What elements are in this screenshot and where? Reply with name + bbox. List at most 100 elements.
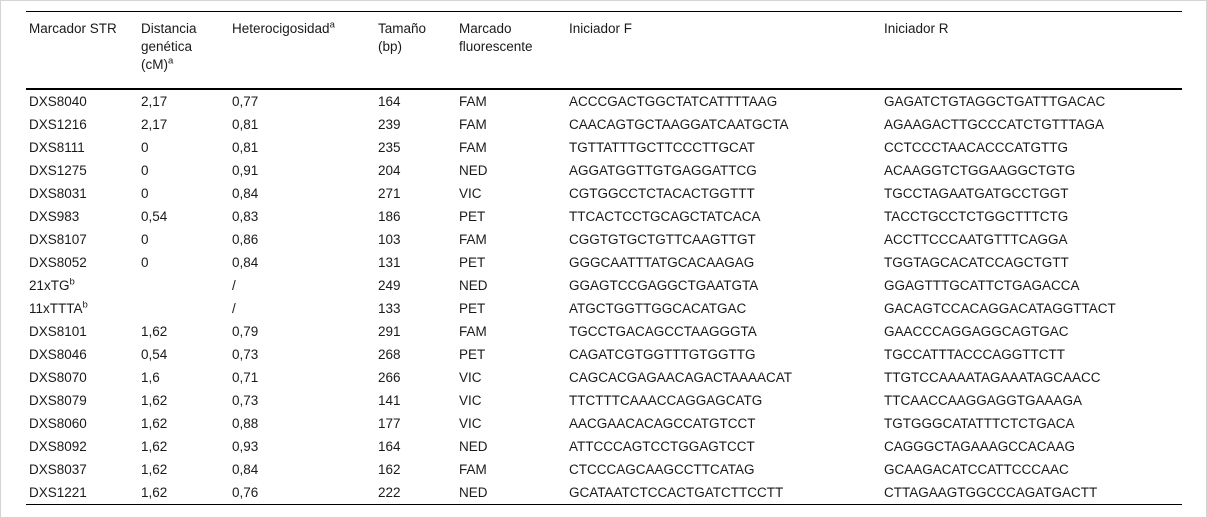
cell-heterocigosidad: 0,77	[232, 94, 259, 109]
cell-heterocigosidad: 0,84	[232, 255, 259, 270]
cell-iniciador-r: ACAAGGTCTGGAAGGCTGTG	[884, 163, 1076, 178]
cell-heterocigosidad: 0,86	[232, 232, 259, 247]
cell-iniciador-r: GCAAGACATCCATTCCCAAC	[884, 462, 1069, 477]
cell-marcador-str: DXS8107	[26, 228, 138, 251]
table-row: DXS1221 1,62 0,76 222 NED GCATAATCTCCACT…	[26, 481, 1182, 505]
cell-tamano: 162	[378, 462, 401, 477]
marker-footnote: b	[82, 299, 88, 311]
marker-name: DXS1216	[29, 117, 87, 132]
cell-distancia-genetica: 1,62	[141, 324, 168, 339]
cell-tamano: 164	[378, 94, 401, 109]
cell-iniciador-f: TGCCTGACAGCCTAAGGGTA	[569, 324, 757, 339]
cell-marcador-str: DXS8052	[26, 251, 138, 274]
table-row: DXS8052 0 0,84 131 PET GGGCAATTTATGCACAA…	[26, 251, 1182, 274]
cell-heterocigosidad: 0,81	[232, 140, 259, 155]
cell-distancia-genetica: 0	[141, 232, 149, 247]
cell-iniciador-f: CGGTGTGCTGTTCAAGTTGT	[569, 232, 756, 247]
marker-name: DXS8111	[29, 140, 85, 155]
cell-marcador-str: DXS8070	[26, 366, 138, 389]
cell-distancia-genetica: 1,62	[141, 462, 168, 477]
cell-tamano: 222	[378, 485, 401, 500]
cell-heterocigosidad: 0,73	[232, 393, 259, 408]
table-row: DXS1275 0 0,91 204 NED AGGATGGTTGTGAGGAT…	[26, 159, 1182, 182]
cell-iniciador-r: GAACCCAGGAGGCAGTGAC	[884, 324, 1069, 339]
column-header-iniciador-f: Iniciador F	[566, 11, 881, 90]
column-header-label: Tamaño (bp)	[378, 21, 427, 54]
cell-marcador-str: DXS8092	[26, 435, 138, 458]
cell-marcador-str: DXS8079	[26, 389, 138, 412]
cell-marcado-fluorescente: FAM	[459, 140, 487, 155]
table-row: DXS8092 1,62 0,93 164 NED ATTCCCAGTCCTGG…	[26, 435, 1182, 458]
table-row: 11xTTTAb / 133 PET ATGCTGGTTGGCACATGAC G…	[26, 297, 1182, 320]
cell-marcado-fluorescente: NED	[459, 485, 488, 500]
table-header: Marcador STR Distancia genética (cM)a He…	[26, 11, 1182, 90]
column-header-footnote: a	[168, 55, 174, 67]
cell-distancia-genetica	[138, 297, 229, 320]
cell-iniciador-f: GGAGTCCGAGGCTGAATGTA	[569, 278, 759, 293]
header-row: Marcador STR Distancia genética (cM)a He…	[26, 11, 1182, 90]
cell-iniciador-f: ACCCGACTGGCTATCATTTTAAG	[569, 94, 778, 109]
cell-distancia-genetica: 0	[141, 186, 149, 201]
cell-distancia-genetica: 0	[141, 140, 149, 155]
cell-distancia-genetica: 0	[141, 163, 149, 178]
cell-distancia-genetica: 1,62	[141, 416, 168, 431]
cell-marcador-str: 21xTGb	[26, 274, 138, 297]
cell-iniciador-f: CAGATCGTGGTTTGTGGTTG	[569, 347, 756, 362]
cell-iniciador-r: GAGATCTGTAGGCTGATTTGACAC	[884, 94, 1106, 109]
marker-name: DXS8070	[29, 370, 87, 385]
cell-heterocigosidad: 0,71	[232, 370, 259, 385]
column-header-label: Iniciador R	[884, 21, 949, 36]
cell-distancia-genetica: 1,62	[141, 393, 168, 408]
cell-heterocigosidad: 0,84	[232, 186, 259, 201]
cell-tamano: 266	[378, 370, 401, 385]
cell-tamano: 177	[378, 416, 401, 431]
marker-name: DXS8040	[29, 94, 87, 109]
table-row: 21xTGb / 249 NED GGAGTCCGAGGCTGAATGTA GG…	[26, 274, 1182, 297]
cell-heterocigosidad: 0,91	[232, 163, 259, 178]
cell-tamano: 141	[378, 393, 401, 408]
cell-marcado-fluorescente: PET	[459, 301, 486, 316]
cell-tamano: 186	[378, 209, 401, 224]
column-header-marcado-fluorescente: Marcado fluorescente	[456, 11, 566, 90]
table-row: DXS8070 1,6 0,71 266 VIC CAGCACGAGAACAGA…	[26, 366, 1182, 389]
cell-marcador-str: DXS8111	[26, 136, 138, 159]
cell-marcador-str: DXS983	[26, 205, 138, 228]
cell-iniciador-f: CAGCACGAGAACAGACTAAAACAT	[569, 370, 793, 385]
cell-marcado-fluorescente: FAM	[459, 232, 487, 247]
marker-name: DXS8092	[29, 439, 87, 454]
column-header-label: Marcador STR	[29, 21, 117, 36]
cell-marcado-fluorescente: NED	[459, 439, 488, 454]
cell-heterocigosidad: 0,88	[232, 416, 259, 431]
cell-iniciador-r: TTGTCCAAAATAGAAATAGCAACC	[884, 370, 1101, 385]
marker-name: DXS8101	[29, 324, 87, 339]
cell-iniciador-r: CAGGGCTAGAAAGCCACAAG	[884, 439, 1076, 454]
cell-heterocigosidad: 0,84	[232, 462, 259, 477]
marker-name: DXS8060	[29, 416, 87, 431]
cell-distancia-genetica	[138, 274, 229, 297]
cell-marcador-str: 11xTTTAb	[26, 297, 138, 320]
cell-tamano: 291	[378, 324, 401, 339]
cell-iniciador-r: TACCTGCCTCTGGCTTTCTG	[884, 209, 1069, 224]
cell-iniciador-f: CAACAGTGCTAAGGATCAATGCTA	[569, 117, 789, 132]
cell-distancia-genetica: 2,17	[141, 94, 168, 109]
cell-tamano: 235	[378, 140, 401, 155]
cell-iniciador-f: TTCTTTCAAACCAGGAGCATG	[569, 393, 763, 408]
cell-tamano: 249	[378, 278, 401, 293]
column-header-label: Distancia genética (cM)	[141, 21, 197, 72]
cell-marcador-str: DXS8101	[26, 320, 138, 343]
cell-marcado-fluorescente: VIC	[459, 186, 482, 201]
marker-name: DXS8037	[29, 462, 87, 477]
cell-heterocigosidad: 0,93	[232, 439, 259, 454]
column-header-label: Heterocigosidad	[232, 21, 330, 36]
table-row: DXS8107 0 0,86 103 FAM CGGTGTGCTGTTCAAGT…	[26, 228, 1182, 251]
cell-tamano: 131	[378, 255, 401, 270]
cell-iniciador-f: GCATAATCTCCACTGATCTTCCTT	[569, 485, 784, 500]
table-row: DXS983 0,54 0,83 186 PET TTCACTCCTGCAGCT…	[26, 205, 1182, 228]
column-header-label: Iniciador F	[569, 21, 633, 36]
cell-iniciador-r: CTTAGAAGTGGCCCAGATGACTT	[884, 485, 1098, 500]
marker-name: DXS1275	[29, 163, 87, 178]
cell-marcado-fluorescente: PET	[459, 347, 486, 362]
cell-iniciador-r: GGAGTTTGCATTCTGAGACCA	[884, 278, 1080, 293]
marker-name: DXS983	[29, 209, 80, 224]
